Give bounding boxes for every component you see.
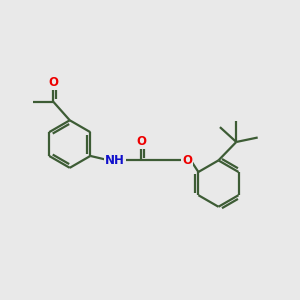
Text: O: O: [136, 135, 146, 148]
Text: O: O: [48, 76, 59, 89]
Text: NH: NH: [105, 154, 125, 167]
Text: O: O: [182, 154, 192, 167]
